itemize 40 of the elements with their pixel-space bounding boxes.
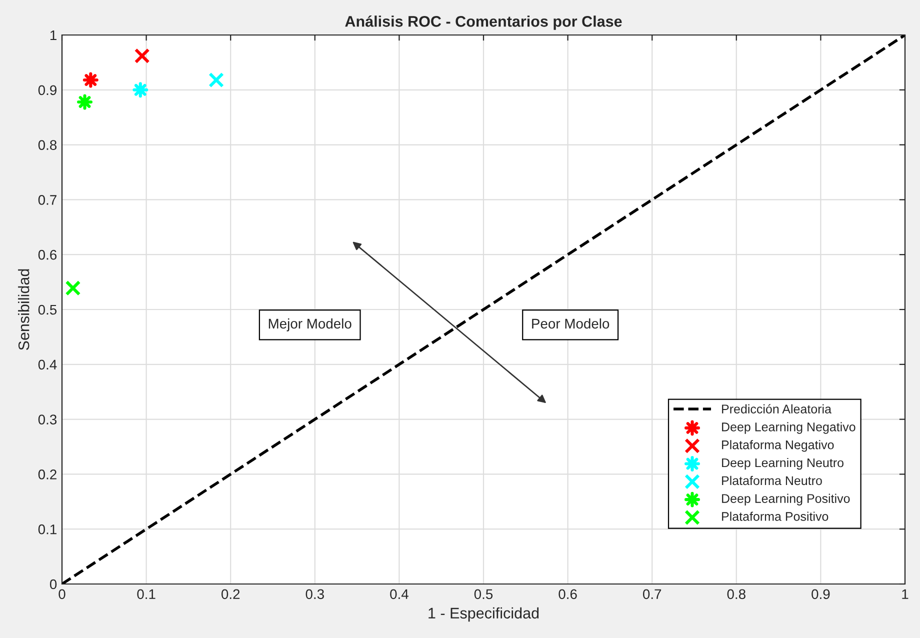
x-tick-label: 0.8 (727, 589, 746, 600)
x-tick-label: 0 (58, 589, 66, 600)
y-tick-label: 0.8 (38, 140, 57, 150)
annotation: Mejor Modelo (268, 318, 352, 332)
y-tick-label: 0.7 (38, 195, 56, 205)
y-tick-label: 0 (50, 579, 57, 590)
y-tick-label: 0.3 (38, 414, 57, 424)
y-tick-label: 0.5 (38, 304, 57, 315)
legend-label: Deep Learning Negativo (722, 422, 856, 434)
x-tick-label: 0.7 (642, 589, 662, 600)
x-tick-label: 1 (902, 589, 908, 599)
x-tick-label: 0.5 (474, 589, 493, 600)
y-tick-label: 0.9 (38, 85, 56, 96)
legend-label: Predicción Aleatoria (722, 404, 832, 414)
y-tick-label: 0.6 (38, 250, 57, 260)
annotation: Peor Modelo (532, 318, 610, 329)
x-axis-title: 1 - Especificidad (428, 607, 539, 622)
x-tick-label: 0.1 (137, 589, 156, 600)
point (208, 72, 224, 88)
point (134, 48, 150, 64)
legend-label: Deep Learning Neutro (722, 458, 844, 470)
legend-label: Plataforma Positivo (722, 512, 828, 521)
chart-title: Análisis ROC - Comentarios por Clase (345, 15, 622, 30)
legend-label: Plataforma Neutro (722, 476, 822, 486)
y-tick-label: 0.1 (38, 524, 56, 534)
y-tick-label: 0.2 (38, 470, 56, 480)
legend-label: Deep Learning Positivo (722, 494, 850, 506)
y-tick-label: 0.4 (38, 360, 57, 370)
point (65, 280, 81, 296)
legend-label: Plataforma Negativo (722, 440, 834, 452)
x-tick-label: 0.9 (812, 589, 830, 600)
x-tick-label: 0.6 (558, 589, 577, 600)
x-tick-label: 0.4 (390, 589, 408, 600)
x-tick-label: 0.2 (221, 589, 240, 600)
y-axis-title: Sensibilidad (18, 269, 30, 350)
x-tick-label: 0.3 (306, 589, 324, 600)
point (82, 72, 98, 88)
point (132, 82, 148, 98)
y-tick-label: 1 (50, 30, 56, 40)
point (77, 94, 92, 110)
